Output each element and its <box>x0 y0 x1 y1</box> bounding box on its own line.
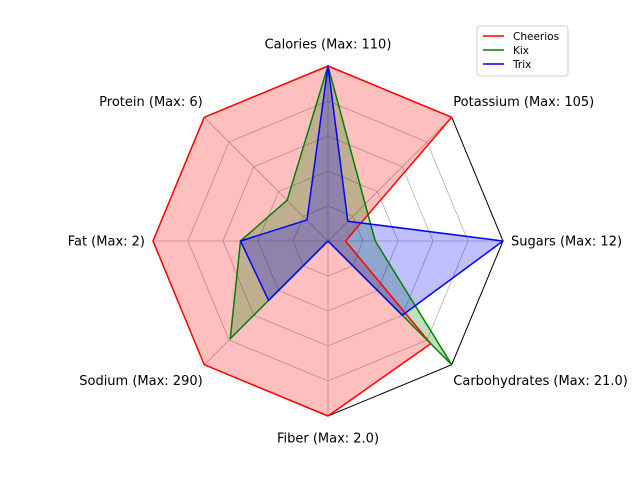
axis-label-potassium: Potassium (Max: 105) <box>453 95 594 110</box>
axis-label-protein: Protein (Max: 6) <box>99 95 203 110</box>
axis-label-sodium: Sodium (Max: 290) <box>79 374 202 389</box>
series-area-trix <box>240 66 503 316</box>
series-line-cheerios <box>152 65 453 417</box>
axis-label-carbohydrates: Carbohydrates (Max: 21.0) <box>453 374 628 389</box>
axis-label-sugars: Sugars (Max: 12) <box>511 235 622 250</box>
axis-label-fiber: Fiber (Max: 2.0) <box>277 432 379 447</box>
axis-label-calories: Calories (Max: 110) <box>265 38 392 53</box>
series-area-cheerios <box>153 66 452 416</box>
legend-label-cheerios: Cheerios <box>513 31 559 43</box>
series-line-trix <box>239 65 504 316</box>
axis-labels: Calories (Max: 110) Potassium (Max: 105) S… <box>68 38 628 447</box>
grid-spoke-potassium <box>327 116 453 242</box>
series-area-kix <box>230 66 452 365</box>
radar-series <box>152 65 504 417</box>
legend: Cheerios Kix Trix <box>476 25 569 77</box>
legend-label-trix: Trix <box>512 59 531 71</box>
legend-label-kix: Kix <box>513 45 529 57</box>
axis-label-fat: Fat (Max: 2) <box>68 235 145 250</box>
